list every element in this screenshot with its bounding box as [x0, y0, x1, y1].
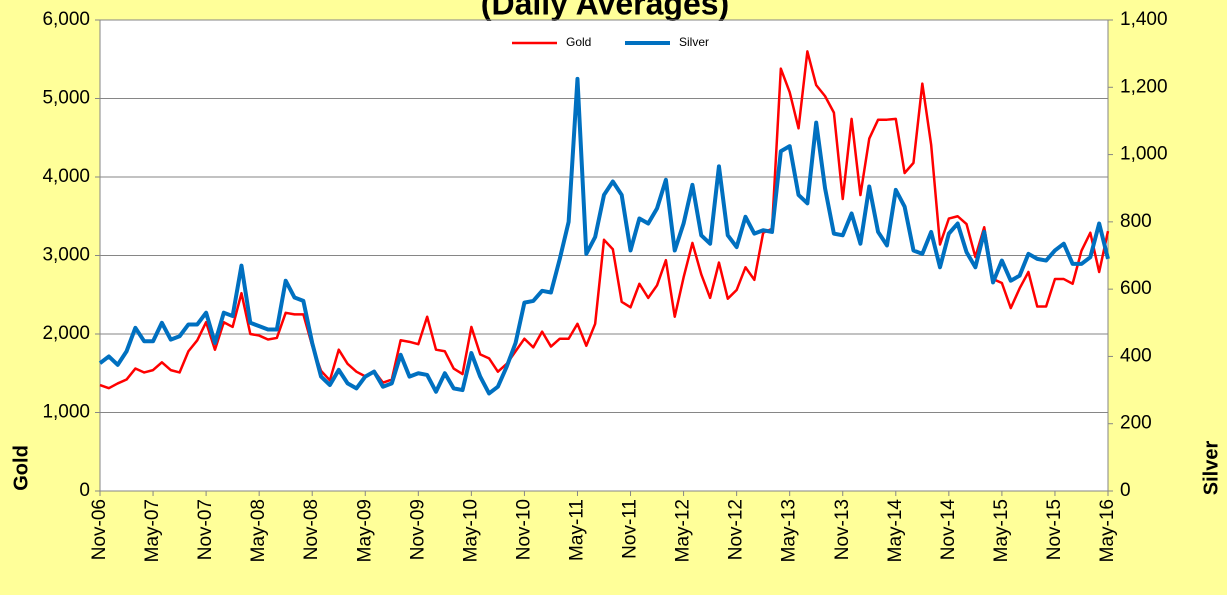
legend-label: Gold: [566, 35, 591, 49]
y2-tick-label: 1,000: [1120, 144, 1168, 165]
y-tick-label: 1,000: [42, 402, 90, 423]
y2-tick-label: 0: [1120, 480, 1131, 501]
x-tick-label: May-15: [991, 499, 1012, 562]
x-tick-label: May-09: [354, 499, 375, 562]
x-tick-label: May-07: [142, 499, 163, 562]
x-tick-label: Nov-12: [726, 499, 747, 560]
y2-tick-label: 200: [1120, 413, 1152, 434]
x-tick-label: Nov-11: [620, 499, 641, 559]
y-tick-label: 5,000: [42, 88, 90, 109]
x-tick-label: Nov-06: [89, 499, 110, 560]
x-tick-label: May-14: [885, 499, 906, 563]
x-tick-label: May-16: [1097, 499, 1118, 562]
y-tick-label: 4,000: [42, 166, 90, 187]
y2-tick-label: 600: [1120, 278, 1152, 299]
y2-tick-label: 800: [1120, 211, 1152, 232]
y2-tick-label: 1,400: [1120, 9, 1168, 30]
y-tick-label: 3,000: [42, 245, 90, 266]
series-line: [99, 50, 1110, 390]
x-tick-label: May-13: [779, 499, 800, 562]
legend-label: Silver: [679, 35, 709, 49]
y-tick-label: 2,000: [42, 323, 90, 344]
y-axis-label: Gold: [10, 445, 32, 491]
x-tick-label: Nov-13: [832, 499, 853, 560]
y2-axis-label: Silver: [1200, 441, 1222, 496]
series-line: [98, 76, 1110, 396]
x-tick-label: Nov-09: [407, 499, 428, 560]
x-tick-label: May-12: [673, 499, 694, 562]
x-tick-label: Nov-08: [301, 499, 322, 560]
x-tick-label: Nov-15: [1044, 499, 1065, 560]
x-tick-label: May-08: [248, 499, 269, 562]
y-tick-label: 6,000: [42, 9, 90, 30]
chart-title: (Daily Averages): [481, 0, 729, 21]
x-tick-label: May-10: [460, 499, 481, 562]
x-tick-label: Nov-14: [938, 499, 959, 561]
x-tick-label: Nov-07: [195, 499, 216, 560]
x-tick-label: Nov-10: [513, 499, 534, 560]
x-tick-label: May-11: [566, 499, 587, 561]
y2-tick-label: 400: [1120, 345, 1152, 366]
y-tick-label: 0: [79, 480, 90, 501]
y2-tick-label: 1,200: [1120, 76, 1168, 97]
